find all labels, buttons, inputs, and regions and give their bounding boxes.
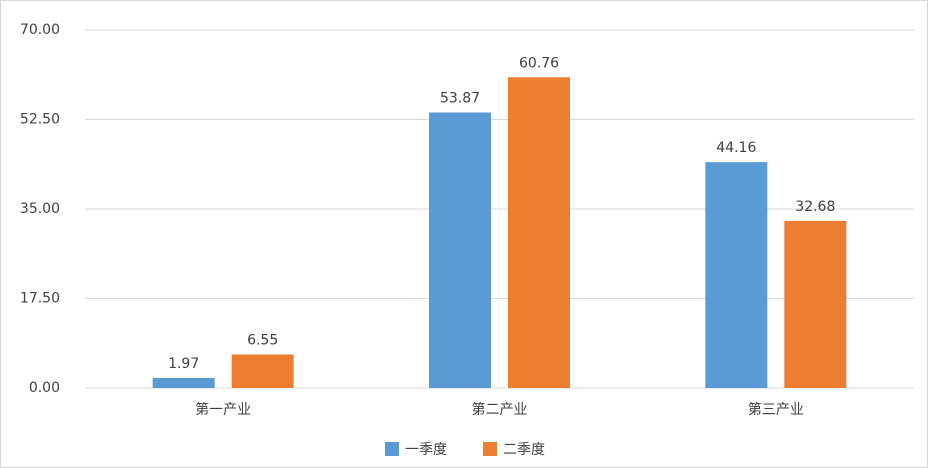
legend-label: 二季度 [503, 442, 545, 458]
data-label: 60.76 [519, 55, 559, 71]
bar [784, 220, 847, 388]
y-tick-label: 52.50 [20, 112, 60, 128]
x-tick-label: 第三产业 [748, 401, 804, 418]
y-tick-label: 70.00 [20, 22, 60, 38]
data-label: 44.16 [716, 140, 756, 156]
y-tick-label: 0.00 [29, 380, 60, 396]
data-label: 53.87 [440, 90, 480, 106]
legend-swatch [483, 442, 497, 456]
legend-label: 一季度 [405, 442, 447, 458]
y-tick-label: 17.50 [20, 291, 60, 307]
legend-swatch [385, 442, 399, 456]
bar [705, 162, 768, 388]
data-label: 1.97 [168, 356, 199, 372]
x-tick-label: 第一产业 [195, 401, 251, 418]
x-tick-label: 第二产业 [472, 401, 528, 418]
data-label: 32.68 [795, 199, 835, 215]
bar [508, 77, 570, 389]
bar [231, 354, 294, 388]
bar [429, 112, 491, 388]
y-tick-label: 35.00 [20, 201, 60, 217]
bar [152, 377, 215, 388]
data-label: 6.55 [247, 333, 278, 349]
